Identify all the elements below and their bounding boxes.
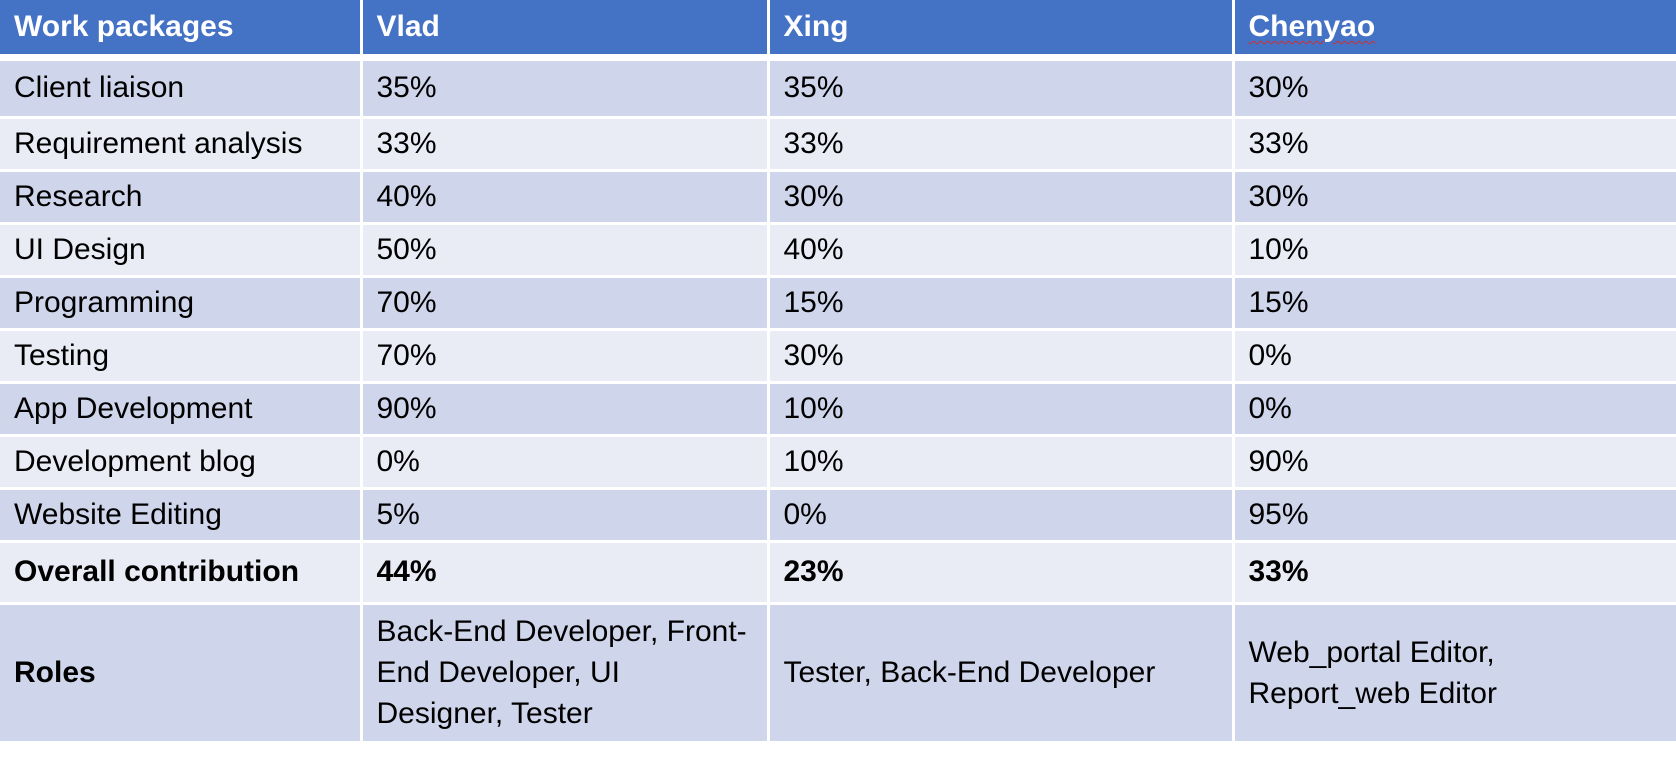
- chenyao-value: 15%: [1233, 276, 1676, 331]
- package-name: Development blog: [0, 435, 363, 490]
- xing-value: 40%: [768, 223, 1235, 278]
- xing-value: 15%: [768, 276, 1235, 331]
- header-row: Work packages Vlad Xing Chenyao: [0, 0, 1676, 61]
- header-xing: Xing: [768, 0, 1235, 61]
- table-row: Testing 70% 30% 0%: [0, 329, 1676, 384]
- chenyao-overall: 33%: [1233, 541, 1676, 605]
- vlad-value: 0%: [361, 435, 770, 490]
- xing-value: 30%: [768, 329, 1235, 384]
- vlad-value: 70%: [361, 329, 770, 384]
- vlad-roles: Back-End Developer, Front-End Developer,…: [361, 603, 770, 744]
- package-name: Website Editing: [0, 488, 363, 543]
- table-row: App Development 90% 10% 0%: [0, 382, 1676, 437]
- table-row: Website Editing 5% 0% 95%: [0, 488, 1676, 543]
- roles-label: Roles: [0, 603, 363, 744]
- header-chenyao: Chenyao: [1233, 0, 1676, 61]
- vlad-value: 33%: [361, 117, 770, 172]
- package-name: Client liaison: [0, 57, 363, 119]
- xing-value: 35%: [768, 57, 1235, 119]
- package-name: App Development: [0, 382, 363, 437]
- table-row: Development blog 0% 10% 90%: [0, 435, 1676, 490]
- table-row: Client liaison 35% 35% 30%: [0, 57, 1676, 119]
- package-name: Testing: [0, 329, 363, 384]
- xing-value: 10%: [768, 435, 1235, 490]
- chenyao-value: 95%: [1233, 488, 1676, 543]
- table-row: Research 40% 30% 30%: [0, 170, 1676, 225]
- xing-value: 10%: [768, 382, 1235, 437]
- xing-value: 33%: [768, 117, 1235, 172]
- table-row: Requirement analysis 33% 33% 33%: [0, 117, 1676, 172]
- overall-label: Overall contribution: [0, 541, 363, 605]
- vlad-value: 50%: [361, 223, 770, 278]
- chenyao-roles: Web_portal Editor, Report_web Editor: [1233, 603, 1676, 744]
- chenyao-value: 0%: [1233, 382, 1676, 437]
- xing-roles: Tester, Back-End Developer: [768, 603, 1235, 744]
- chenyao-value: 10%: [1233, 223, 1676, 278]
- overall-contribution-row: Overall contribution 44% 23% 33%: [0, 541, 1676, 605]
- vlad-overall: 44%: [361, 541, 770, 605]
- package-name: Research: [0, 170, 363, 225]
- vlad-value: 35%: [361, 57, 770, 119]
- vlad-value: 40%: [361, 170, 770, 225]
- package-name: UI Design: [0, 223, 363, 278]
- roles-row: Roles Back-End Developer, Front-End Deve…: [0, 603, 1676, 744]
- table-row: Programming 70% 15% 15%: [0, 276, 1676, 331]
- header-vlad: Vlad: [361, 0, 770, 61]
- xing-value: 30%: [768, 170, 1235, 225]
- chenyao-value: 90%: [1233, 435, 1676, 490]
- xing-value: 0%: [768, 488, 1235, 543]
- package-name: Programming: [0, 276, 363, 331]
- vlad-value: 5%: [361, 488, 770, 543]
- package-name: Requirement analysis: [0, 117, 363, 172]
- vlad-value: 70%: [361, 276, 770, 331]
- header-chenyao-label: Chenyao: [1248, 9, 1376, 43]
- chenyao-value: 30%: [1233, 57, 1676, 119]
- chenyao-value: 33%: [1233, 117, 1676, 172]
- chenyao-value: 30%: [1233, 170, 1676, 225]
- header-work-packages: Work packages: [0, 0, 363, 61]
- xing-overall: 23%: [768, 541, 1235, 605]
- table-row: UI Design 50% 40% 10%: [0, 223, 1676, 278]
- vlad-value: 90%: [361, 382, 770, 437]
- chenyao-value: 0%: [1233, 329, 1676, 384]
